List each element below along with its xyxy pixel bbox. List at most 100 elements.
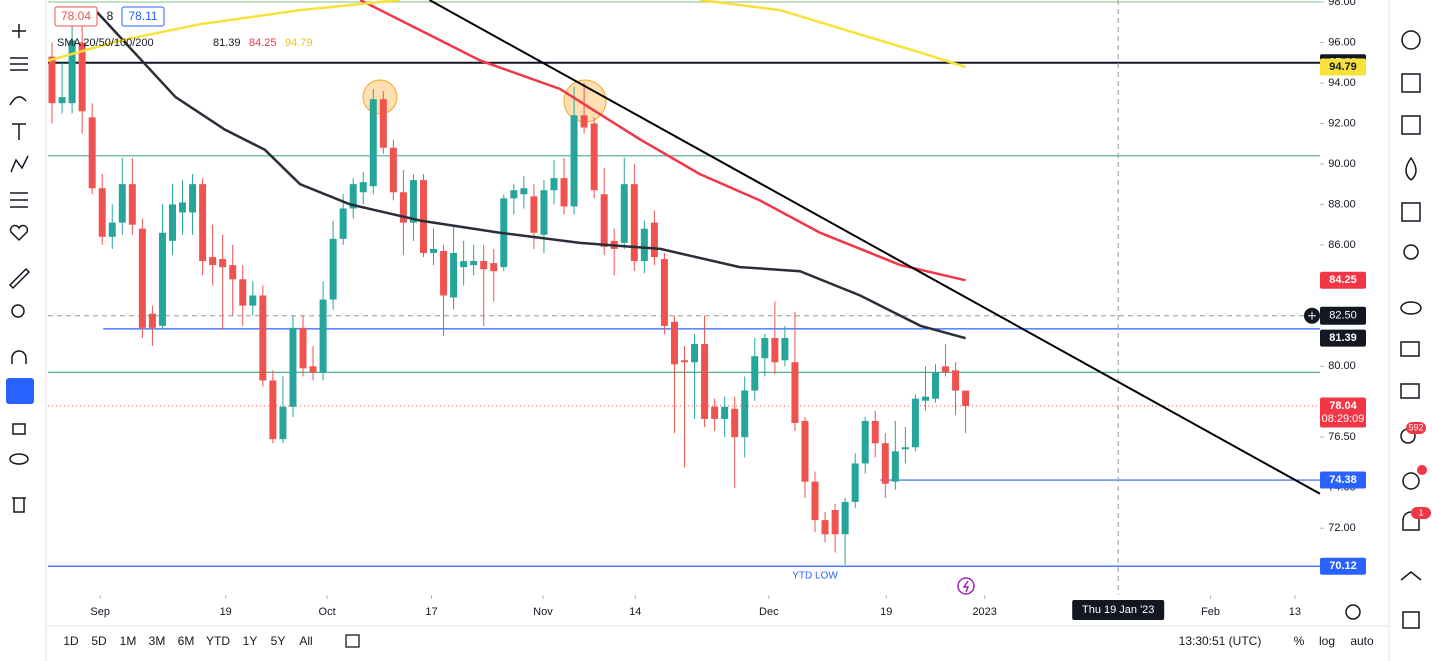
magnet-tool[interactable]	[11, 350, 27, 364]
indicator-value: 81.39	[213, 37, 241, 49]
candle-body	[761, 337, 769, 359]
favorites-tool[interactable]	[9, 224, 29, 242]
x-tick-label: 17	[425, 606, 437, 618]
range-button[interactable]: 5Y	[271, 634, 286, 648]
y-tick-label: 88.00	[1328, 198, 1356, 210]
scale-option[interactable]: log	[1319, 634, 1335, 648]
ruler-tool[interactable]	[8, 267, 31, 290]
pattern-tool[interactable]	[10, 155, 29, 173]
candle-body	[470, 261, 478, 266]
candle-body	[520, 188, 528, 195]
candle-body	[440, 250, 448, 296]
cloud-icon[interactable]	[1400, 301, 1422, 315]
x-tick-label: 14	[629, 606, 641, 618]
candle-body	[389, 147, 397, 193]
news-icon[interactable]	[1401, 73, 1421, 93]
candle-body	[741, 390, 749, 438]
candle-body	[681, 360, 689, 363]
add-alert-plus	[1308, 311, 1316, 320]
zoom-tool[interactable]	[11, 304, 25, 318]
candle-body	[942, 366, 950, 373]
candle-body	[911, 398, 919, 448]
candle-body	[480, 261, 488, 270]
fib-tool[interactable]	[10, 192, 28, 208]
settings-icon[interactable]	[1345, 604, 1361, 620]
candle-body	[781, 337, 789, 361]
range-button[interactable]: 1D	[63, 634, 79, 648]
layout-icon[interactable]	[1402, 611, 1420, 629]
brush-tool[interactable]	[9, 96, 27, 106]
y-tick-label: 90.00	[1328, 158, 1356, 170]
collapse-icon[interactable]	[1400, 571, 1422, 581]
range-button[interactable]: 1Y	[243, 634, 258, 648]
draw-mode[interactable]	[6, 378, 34, 404]
broadcast-icon[interactable]	[1402, 472, 1420, 490]
x-tick-label: Feb	[1201, 606, 1220, 618]
candle-body	[670, 321, 678, 365]
crosshair-tool[interactable]	[12, 24, 26, 38]
ideas-icon[interactable]	[1403, 244, 1419, 260]
candle-body	[841, 501, 849, 535]
y-tick-label: 80.00	[1328, 360, 1356, 372]
candle-body	[510, 190, 518, 199]
x-tick-label: 19	[220, 606, 232, 618]
candle-body	[259, 295, 267, 381]
candle-body	[891, 451, 899, 482]
price-box	[1320, 329, 1366, 347]
text-tool[interactable]	[12, 123, 26, 140]
candle-body	[88, 117, 96, 189]
candle-body	[168, 204, 176, 241]
candle-body	[359, 182, 367, 193]
candle-body	[179, 202, 187, 213]
y-tick-label: 72.00	[1328, 522, 1356, 534]
x-tick-label: Oct	[319, 606, 336, 618]
candle-body	[600, 194, 608, 247]
scale-option[interactable]: %	[1294, 634, 1305, 648]
plot-area	[47, 0, 1321, 595]
delete-tool[interactable]	[12, 497, 26, 513]
candle-body	[811, 481, 819, 521]
event-bolt	[962, 580, 970, 593]
range-button[interactable]: 1M	[120, 634, 137, 648]
clock: 13:30:51 (UTC)	[1179, 634, 1262, 648]
candle-body	[861, 420, 869, 464]
hotlist-icon[interactable]	[1405, 156, 1417, 181]
range-button[interactable]: 6M	[178, 634, 195, 648]
watchlist-icon[interactable]	[1401, 115, 1421, 135]
y-tick-label: 94.00	[1328, 77, 1356, 89]
event-icon	[957, 577, 975, 595]
badge-count: 1	[1418, 507, 1423, 517]
lock-tool[interactable]	[12, 423, 26, 435]
messages-icon[interactable]	[1400, 383, 1420, 399]
candle-body	[289, 327, 297, 407]
x-tick-label: Dec	[759, 606, 779, 618]
chat-icon[interactable]	[1400, 341, 1420, 357]
lines-tool[interactable]	[10, 57, 28, 71]
candle-body	[128, 184, 136, 225]
candle-body	[249, 295, 257, 306]
compare-icon[interactable]	[345, 634, 360, 648]
range-button[interactable]: 5D	[91, 634, 107, 648]
visibility-tool[interactable]	[9, 453, 29, 465]
range-button[interactable]: All	[299, 634, 312, 648]
candle-body	[801, 420, 809, 482]
candle-body	[239, 279, 247, 306]
candle-body	[630, 184, 638, 262]
candle-body	[871, 420, 879, 444]
price-box	[1320, 557, 1366, 575]
range-button[interactable]: YTD	[206, 634, 230, 648]
calendar-icon[interactable]	[1401, 202, 1421, 222]
candle-body	[319, 299, 327, 373]
y-tick-label: 98.00	[1328, 0, 1356, 8]
candle-body	[771, 337, 779, 363]
sma-line	[359, 0, 966, 282]
crosshair-time-box	[1072, 600, 1165, 620]
range-button[interactable]: 3M	[149, 634, 166, 648]
bid-price: 78.04	[61, 9, 91, 23]
scale-option[interactable]: auto	[1350, 634, 1374, 648]
candle-body	[138, 228, 146, 328]
candle-body	[550, 178, 558, 191]
y-tick-label: 86.00	[1328, 239, 1356, 251]
candle-body	[751, 356, 759, 391]
alarm-icon[interactable]	[1401, 30, 1421, 50]
